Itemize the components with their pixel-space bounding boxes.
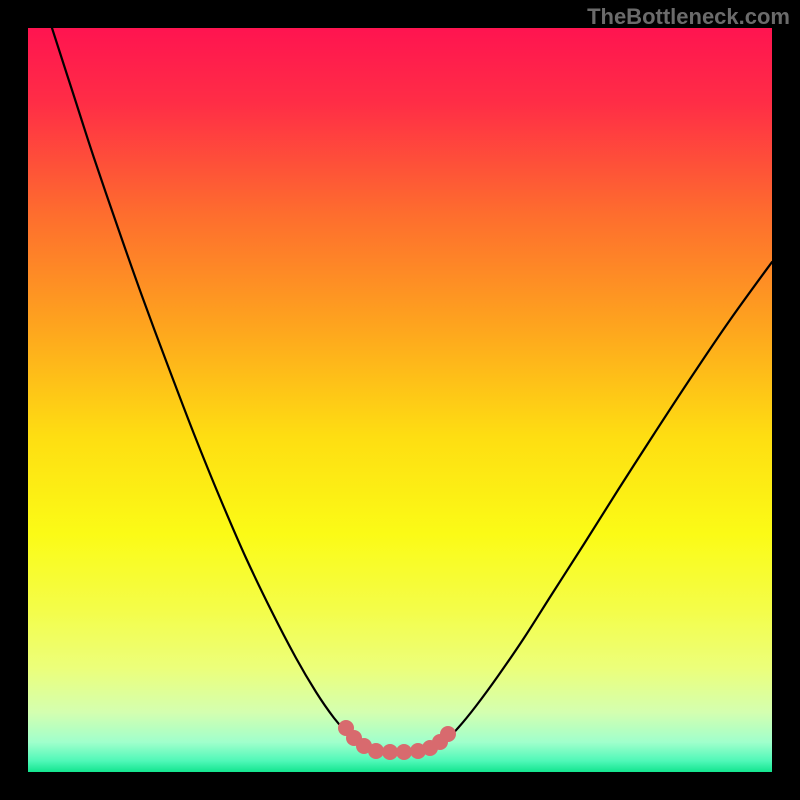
marker-dot — [382, 744, 398, 760]
bottleneck-curve-chart — [28, 28, 772, 772]
chart-frame: TheBottleneck.com — [0, 0, 800, 800]
plot-area — [28, 28, 772, 772]
gradient-background — [28, 28, 772, 772]
watermark-text: TheBottleneck.com — [587, 4, 790, 30]
marker-dot — [396, 744, 412, 760]
marker-dot — [440, 726, 456, 742]
marker-dot — [368, 743, 384, 759]
